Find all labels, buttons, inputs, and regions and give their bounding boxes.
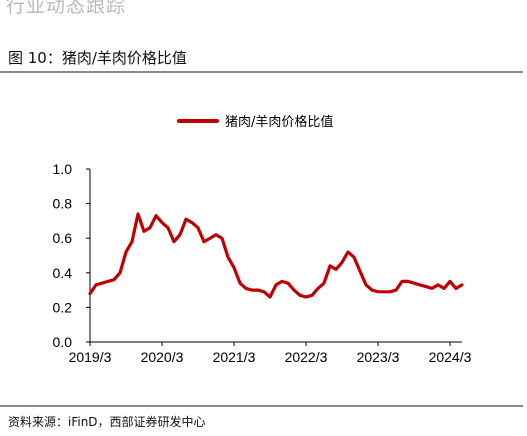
source-note: 资料来源：iFinD，西部证券研发中心 — [8, 415, 206, 429]
series-layer — [88, 212, 464, 299]
x-tick-label: 2023/3 — [357, 349, 400, 365]
y-tick-label: 0.2 — [53, 299, 73, 315]
y-tick-label: 0.6 — [53, 230, 73, 246]
figure-title: 图 10：猪肉/羊肉价格比值 — [8, 49, 187, 67]
y-tick-label: 0.4 — [53, 265, 73, 281]
top-divider — [0, 71, 523, 73]
y-tick-label: 1.0 — [53, 161, 73, 177]
x-tick-label: 2022/3 — [285, 349, 328, 365]
legend-label: 猪肉/羊肉价格比值 — [225, 114, 333, 130]
y-tick-label: 0.0 — [53, 334, 73, 350]
series-line — [88, 212, 464, 299]
x-tick-label: 2019/3 — [69, 349, 112, 365]
y-tick-label: 0.8 — [53, 196, 73, 212]
x-tick-label: 2020/3 — [141, 349, 184, 365]
x-tick-label: 2021/3 — [213, 349, 256, 365]
bottom-divider — [0, 405, 523, 407]
x-tick-label: 2024/3 — [429, 349, 472, 365]
axes: 0.0 0.2 0.4 0.6 0.8 1.0 2019/3 2020/3 2021/3 2022… — [53, 161, 472, 365]
legend: 猪肉/羊肉价格比值 — [177, 114, 333, 130]
cutoff-section-heading: 行业动态跟踪 — [6, 0, 127, 17]
